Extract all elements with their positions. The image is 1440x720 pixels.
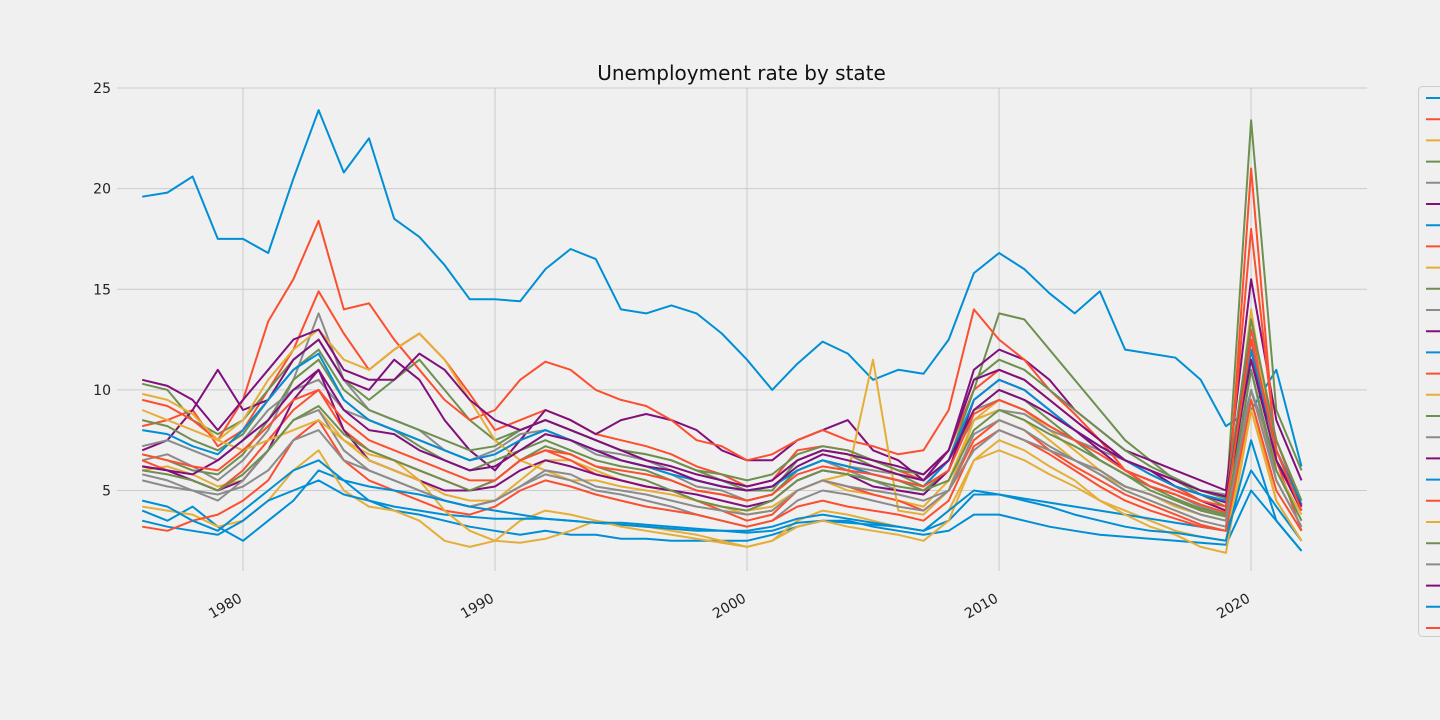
series-line [142, 398, 1303, 532]
series-line [141, 439, 1303, 552]
y-tick-label: 15 [93, 282, 111, 298]
x-tick-label: 1990 [458, 591, 497, 623]
x-tick-label: 2020 [1214, 591, 1253, 623]
series-line [141, 409, 1303, 554]
y-axis: 5 10 15 20 25 [93, 81, 111, 500]
series-line [141, 119, 1303, 508]
series-line [141, 318, 1303, 501]
y-tick-label: 20 [93, 182, 111, 198]
series-line [141, 219, 1303, 514]
legend [1418, 86, 1440, 637]
series-line [141, 338, 1303, 516]
series-line [141, 388, 1303, 528]
series-line [142, 368, 1303, 522]
x-tick-label: 1980 [206, 591, 245, 623]
series-line [142, 109, 1303, 467]
series-line [142, 398, 1303, 548]
series-lines [141, 109, 1303, 554]
series-line [141, 328, 1303, 506]
series-line [141, 278, 1303, 492]
series-line [141, 290, 1303, 512]
x-tick-label: 2000 [710, 591, 749, 623]
series-line [141, 368, 1303, 528]
series-line [142, 358, 1303, 508]
series-line [141, 338, 1303, 511]
y-tick-label: 25 [93, 81, 111, 97]
x-tick-label: 2010 [962, 591, 1001, 623]
series-line [141, 312, 1303, 516]
y-tick-label: 5 [102, 484, 111, 500]
x-axis: 1980 1990 2000 2010 2020 [206, 591, 1253, 623]
y-tick-label: 10 [93, 383, 111, 399]
chart-title: Unemployment rate by state [597, 61, 886, 85]
legend-frame [1418, 86, 1440, 637]
